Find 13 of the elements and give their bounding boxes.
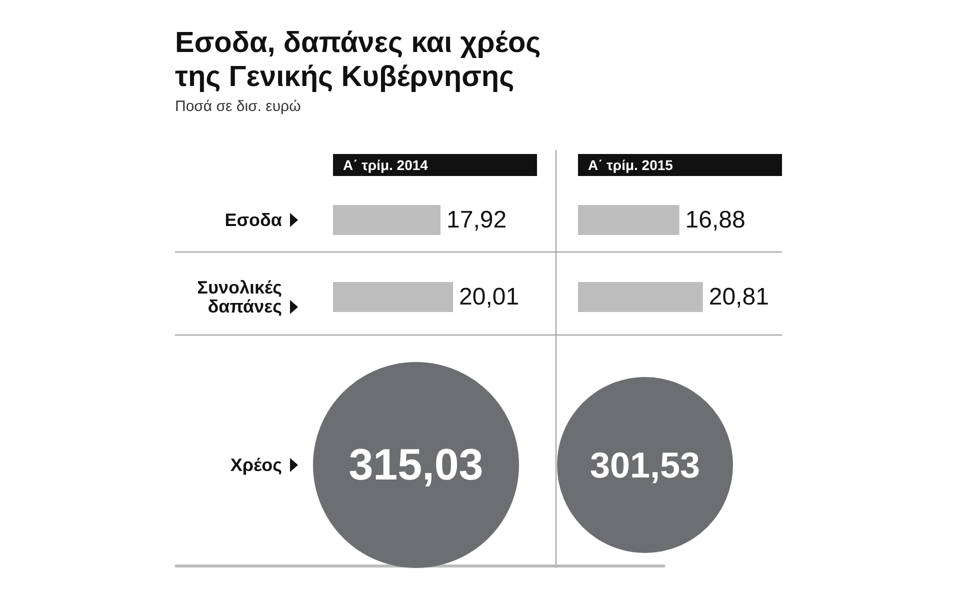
data-label: 17,92 bbox=[446, 206, 507, 234]
data-label: 16,88 bbox=[685, 206, 746, 234]
text: Ποσά σε δισ. ευρώ bbox=[175, 98, 302, 115]
y-tick-label: Συνολικές δαπάνες bbox=[197, 278, 282, 316]
y-tick-label: Εσοδα bbox=[224, 210, 282, 230]
data-label: 20,81 bbox=[708, 284, 769, 310]
chart-title: Α΄ τρίμ. 2014 bbox=[343, 157, 428, 173]
chart-title: Α΄ τρίμ. 2015 bbox=[588, 157, 674, 173]
data-label: 315,03 bbox=[348, 440, 484, 490]
text: Χρέος bbox=[230, 455, 282, 475]
data-label: 301,53 bbox=[590, 444, 700, 486]
text: Εσοδα, δαπάνες και χρέος της Γενικής Κυβέρνησης bbox=[175, 27, 541, 93]
data-label: 20,01 bbox=[459, 284, 520, 310]
